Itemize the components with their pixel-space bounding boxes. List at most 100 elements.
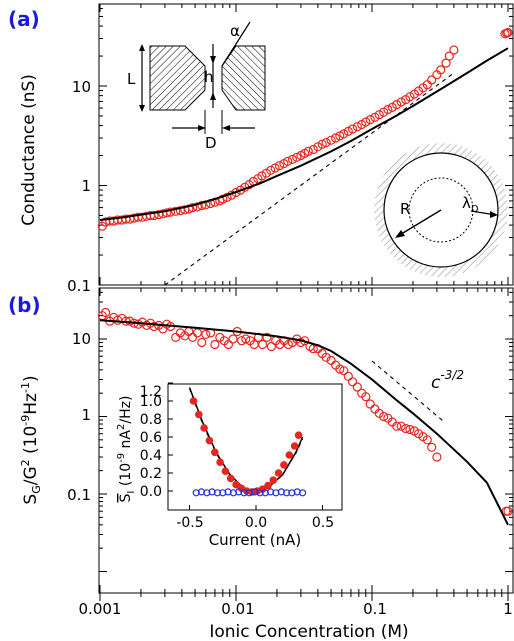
R-arrow <box>397 209 442 237</box>
panel-b-marker-62 <box>361 392 371 402</box>
inset-ylabel: SI (10-9 nA2/Hz) <box>116 396 137 503</box>
panel-a-marker-40 <box>266 165 276 175</box>
panel-a-marker-19 <box>175 206 185 216</box>
panel-a-marker-42 <box>274 161 285 171</box>
inset-red-marker-7 <box>226 474 235 483</box>
inset-red-marker-19 <box>290 442 299 450</box>
panel-a-fit-path <box>99 47 509 221</box>
xtick-label-3: 1 <box>503 600 513 618</box>
inset-blue-marker-20 <box>299 489 307 497</box>
panel-b-marker-80 <box>503 506 513 516</box>
panel-a-marker-67 <box>383 104 393 115</box>
xtick-label-0: 0.001 <box>79 600 122 618</box>
slope-annotation: c-3/2 <box>431 368 464 393</box>
panel-a-marker-82 <box>449 45 459 55</box>
a-ytick-label-0: 0.1 <box>67 277 91 295</box>
inset-red-marker-3 <box>205 436 214 445</box>
b-ytick-label-2: 10 <box>72 330 91 348</box>
inset-red-marker-14 <box>264 481 272 490</box>
panel-b-marker-69 <box>392 421 402 431</box>
R-label: R <box>400 200 410 218</box>
panel-a-marker-65 <box>374 110 384 120</box>
h-arrow-head-top <box>210 56 216 64</box>
debye-circle <box>408 177 474 243</box>
panel-b-marker-77 <box>427 442 437 452</box>
panel-b-marker-60 <box>352 382 362 392</box>
panel-a-marker-45 <box>287 154 297 164</box>
panel-a-marker-57 <box>339 129 349 139</box>
panel-a-marker-63 <box>365 114 375 125</box>
lambda-label: λD <box>462 194 479 215</box>
inset-red-marker-15 <box>269 476 278 485</box>
panel-a-marker-77 <box>427 75 437 85</box>
D-arrow-head-right <box>222 125 230 131</box>
panel-b-marker-31 <box>228 334 238 344</box>
R-arrow-head <box>395 230 405 238</box>
panel-a-marker-7 <box>125 214 135 224</box>
inset-ytick-4: 0.8 <box>140 412 162 428</box>
panel-a-marker-30 <box>222 192 232 202</box>
inset-xlabel: Current (nA) <box>209 531 302 549</box>
panel-a-marker-23 <box>192 202 202 212</box>
panel-b-marker-13 <box>149 321 159 332</box>
inset-xtick-2: 0.5 <box>312 515 334 531</box>
panel-b-marker-27 <box>210 339 220 350</box>
panel-b-marker-72 <box>405 424 415 435</box>
panel-a-markers <box>97 27 513 231</box>
inset-red-marker-0 <box>189 397 198 405</box>
panel-b-marker-1 <box>100 307 111 318</box>
inset-red-marker-18 <box>285 451 294 459</box>
L-arrow-head-top <box>139 44 145 51</box>
panel-b-marker-39 <box>262 332 272 342</box>
panel-b-marker-40 <box>266 341 276 352</box>
a-ytick-label-1: 1 <box>81 177 91 195</box>
panel-b-marker-59 <box>348 377 358 387</box>
panel-b-fit-curve <box>99 319 509 526</box>
panel-b-frame <box>98 287 514 594</box>
panel-a-marker-13 <box>149 210 159 221</box>
D-arrow-head-left <box>198 125 206 131</box>
panel-b-marker-57 <box>339 366 349 376</box>
panel-a-marker-70 <box>396 97 406 107</box>
panel-a-marker-62 <box>361 117 371 127</box>
x-axis-title: Ionic Concentration (M) <box>209 622 408 641</box>
panel-b-marker-58 <box>343 371 353 381</box>
panel-a-marker-50 <box>308 144 318 155</box>
panel-a-marker-53 <box>321 138 331 148</box>
panel-b-marker-71 <box>401 423 411 434</box>
panel-a-frame <box>98 3 514 286</box>
inset-ytick-2: 0.4 <box>140 448 162 464</box>
panel-a-marker-59 <box>348 124 358 134</box>
panel-a-marker-69 <box>392 99 402 110</box>
panel-b-marker-66 <box>379 411 389 422</box>
inset-red-markers <box>189 397 303 496</box>
xtick-label-2: 0.1 <box>363 600 387 618</box>
pore-right-wall <box>221 45 266 111</box>
panel-b-y-ticks <box>99 291 513 572</box>
panel-a-marker-41 <box>270 163 280 173</box>
xtick-label-1: 0.01 <box>221 600 254 618</box>
panel-a-marker-21 <box>184 204 194 214</box>
panel-b-label: (b) <box>8 293 41 317</box>
inset-red-marker-8 <box>232 480 240 489</box>
inset-ytick-6: 1.2 <box>140 384 162 400</box>
panel-b-fit-path <box>99 319 509 526</box>
panel-b-marker-25 <box>201 329 211 339</box>
panel-a-y-axis-title: Conductance (nS) <box>19 74 39 226</box>
panel-b-marker-78 <box>432 452 442 462</box>
h-label: h <box>204 68 214 86</box>
panel-a-marker-49 <box>303 146 313 156</box>
alpha-line <box>221 21 251 67</box>
inset-blue-marker-12 <box>256 489 264 497</box>
panel-b-marker-53 <box>321 352 331 362</box>
panel-b-marker-18 <box>171 332 181 342</box>
panel-a-marker-17 <box>165 207 176 217</box>
panel-a-marker-44 <box>283 156 293 166</box>
panel-a-marker-72 <box>405 92 415 102</box>
inset-blue-markers <box>192 488 307 497</box>
panel-b-marker-76 <box>422 435 432 445</box>
inset-ytick-1: 0.2 <box>140 466 162 482</box>
panel-a-marker-81 <box>444 51 454 61</box>
inset-ytick-0: 0.0 <box>140 484 162 500</box>
panel-b-marker-70 <box>396 421 406 431</box>
